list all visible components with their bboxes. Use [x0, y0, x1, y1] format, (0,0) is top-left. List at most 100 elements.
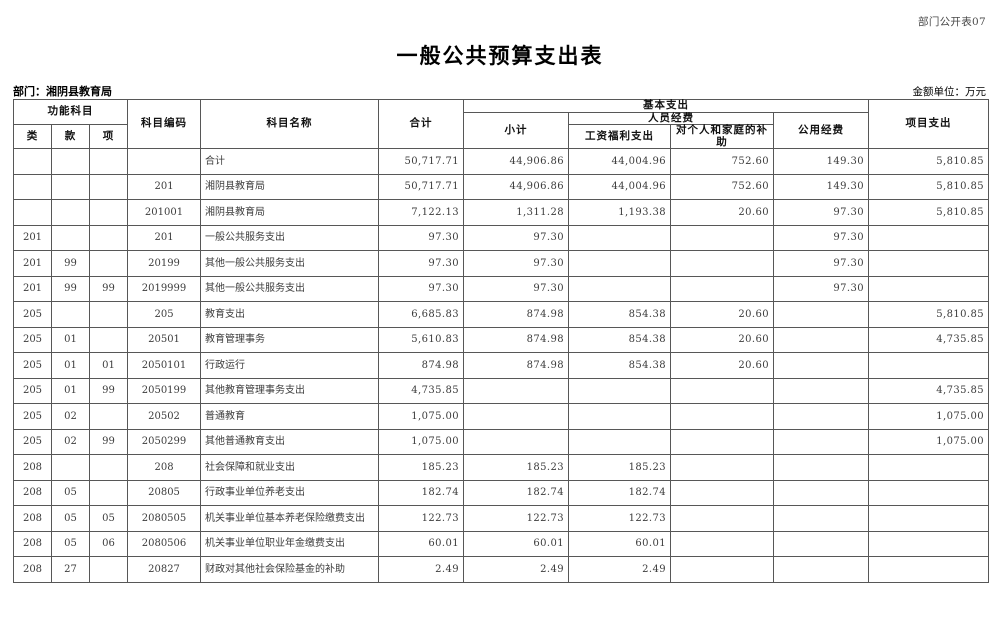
header-xiang: 项: [88, 124, 129, 150]
form-number-label: 部门公开表07: [918, 16, 986, 28]
header-lei: 类: [13, 124, 52, 150]
table-row: 208 05 06 2080506 机关事业单位职业年金缴费支出 60.01 60.01 60…: [13, 530, 990, 558]
cell-project: [868, 275, 990, 303]
cell-kuan: 05: [51, 505, 90, 532]
cell-subject-code: 2050101: [127, 352, 202, 379]
cell-subsidy: [670, 250, 775, 277]
cell-subject-code: 201: [127, 224, 202, 252]
cell-subsidy: 752.60: [670, 173, 775, 201]
cell-xiang: [88, 326, 129, 354]
budget-table: 功能科目 科目编码 科目名称 合计 基本支出 项目支出 小计 人员经费 公用经费…: [12, 98, 990, 583]
cell-xiang: [88, 479, 129, 507]
cell-salary-welfare: 854.38: [568, 326, 672, 354]
cell-kuan: [51, 173, 90, 201]
cell-xiang: [88, 199, 129, 226]
cell-salary-welfare: [568, 250, 672, 277]
cell-subtotal: 874.98: [463, 326, 570, 354]
cell-lei: 208: [13, 479, 52, 507]
cell-salary-welfare: [568, 275, 672, 303]
cell-total: 182.74: [378, 479, 465, 507]
cell-xiang: 01: [88, 352, 129, 379]
table-body: 合计 50,717.71 44,906.86 44,004.96 752.60 149.3…: [13, 148, 990, 583]
cell-public-funds: [773, 428, 870, 456]
cell-total: 60.01: [378, 530, 465, 558]
cell-total: 1,075.00: [378, 428, 465, 456]
cell-project: [868, 505, 990, 532]
cell-project: [868, 352, 990, 379]
table-row: 205 01 01 2050101 行政运行 874.98 874.98 854.38 20.6…: [13, 352, 990, 379]
cell-subject-name: 行政事业单位养老支出: [200, 479, 380, 507]
cell-subject-code: 208: [127, 454, 202, 481]
table-header: 功能科目 科目编码 科目名称 合计 基本支出 项目支出 小计 人员经费 公用经费…: [12, 98, 990, 150]
cell-project: 5,810.85: [868, 148, 990, 175]
cell-salary-welfare: 60.01: [568, 530, 672, 558]
cell-subsidy: [670, 428, 775, 456]
cell-kuan: 27: [51, 556, 90, 583]
cell-subtotal: [463, 403, 570, 430]
cell-subject-code: 2080506: [127, 530, 202, 558]
cell-subsidy: [670, 275, 775, 303]
cell-public-funds: [773, 352, 870, 379]
cell-xiang: 05: [88, 505, 129, 532]
table-row: 205 205 教育支出 6,685.83 874.98 854.38 20.60 5,810…: [13, 301, 990, 328]
cell-subtotal: 44,906.86: [463, 173, 570, 201]
cell-subtotal: 44,906.86: [463, 148, 570, 175]
cell-lei: [13, 148, 52, 175]
cell-subject-code: [127, 148, 202, 175]
cell-public-funds: [773, 505, 870, 532]
cell-total: 874.98: [378, 352, 465, 379]
cell-public-funds: 97.30: [773, 275, 870, 303]
cell-salary-welfare: [568, 428, 672, 456]
cell-total: 122.73: [378, 505, 465, 532]
cell-subject-name: 社会保障和就业支出: [200, 454, 380, 481]
cell-subsidy: 20.60: [670, 301, 775, 328]
cell-project: 5,810.85: [868, 199, 990, 226]
cell-subsidy: [670, 530, 775, 558]
cell-subject-name: 其他教育管理事务支出: [200, 377, 380, 405]
cell-subject-name: 其他一般公共服务支出: [200, 250, 380, 277]
cell-xiang: 99: [88, 377, 129, 405]
header-subtotal: 小计: [463, 111, 570, 150]
cell-kuan: 01: [51, 377, 90, 405]
cell-subtotal: 2.49: [463, 556, 570, 583]
cell-salary-welfare: 122.73: [568, 505, 672, 532]
header-subsidy-individual-family: 对个人和家庭的补助: [670, 124, 775, 150]
cell-project: [868, 250, 990, 277]
header-public-funds: 公用经费: [773, 111, 870, 150]
table-row: 201 湘阴县教育局 50,717.71 44,906.86 44,004.96 752.…: [13, 173, 990, 201]
cell-subject-code: 2019999: [127, 275, 202, 303]
cell-subsidy: 20.60: [670, 326, 775, 354]
cell-subject-name: 教育管理事务: [200, 326, 380, 354]
table-row: 205 01 20501 教育管理事务 5,610.83 874.98 854.38 20.6…: [13, 326, 990, 354]
cell-total: 185.23: [378, 454, 465, 481]
cell-subject-code: 20199: [127, 250, 202, 277]
cell-lei: 205: [13, 403, 52, 430]
table-row: 208 05 20805 行政事业单位养老支出 182.74 182.74 182.74: [13, 479, 990, 507]
cell-subject-code: 2050299: [127, 428, 202, 456]
cell-public-funds: [773, 377, 870, 405]
table-row: 201001 湘阴县教育局 7,122.13 1,311.28 1,193.38 20.6…: [13, 199, 990, 226]
cell-lei: [13, 199, 52, 226]
cell-total: 97.30: [378, 275, 465, 303]
table-row: 208 05 05 2080505 机关事业单位基本养老保险缴费支出 122.73 122.…: [13, 505, 990, 532]
cell-salary-welfare: [568, 403, 672, 430]
cell-lei: 201: [13, 275, 52, 303]
cell-subsidy: 20.60: [670, 199, 775, 226]
cell-subsidy: [670, 403, 775, 430]
cell-total: 4,735.85: [378, 377, 465, 405]
cell-subsidy: 20.60: [670, 352, 775, 379]
cell-subject-name: 合计: [200, 148, 380, 175]
cell-salary-welfare: 44,004.96: [568, 148, 672, 175]
cell-total: 2.49: [378, 556, 465, 583]
cell-total: 1,075.00: [378, 403, 465, 430]
cell-public-funds: 97.30: [773, 199, 870, 226]
cell-subject-name: 行政运行: [200, 352, 380, 379]
table-row: 201 201 一般公共服务支出 97.30 97.30 97.30: [13, 224, 990, 252]
cell-public-funds: 97.30: [773, 224, 870, 252]
cell-xiang: 06: [88, 530, 129, 558]
cell-public-funds: [773, 530, 870, 558]
cell-lei: 201: [13, 250, 52, 277]
cell-kuan: 99: [51, 250, 90, 277]
cell-total: 50,717.71: [378, 148, 465, 175]
cell-subject-code: 20502: [127, 403, 202, 430]
